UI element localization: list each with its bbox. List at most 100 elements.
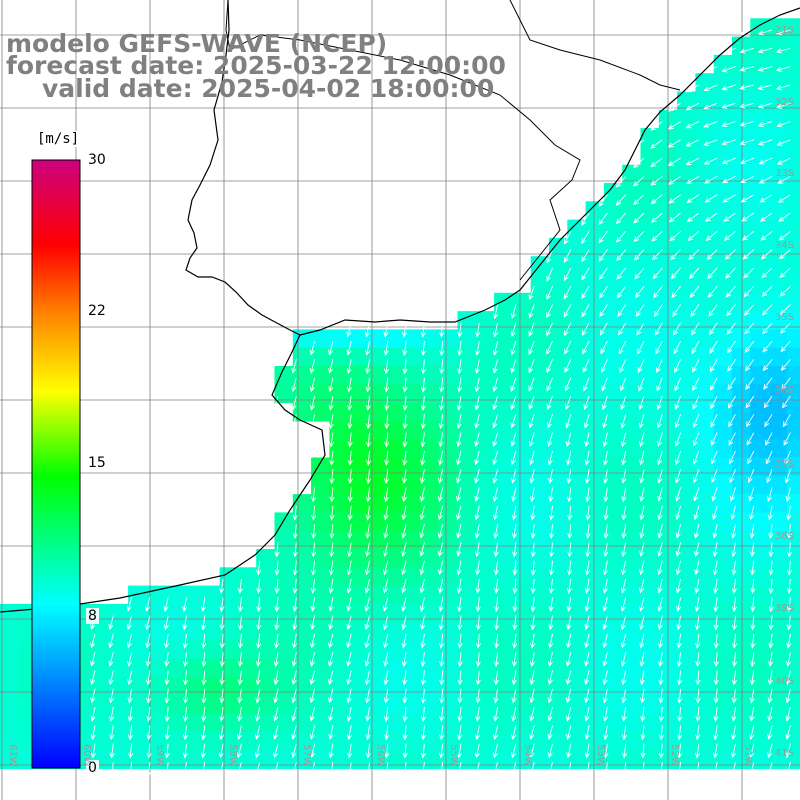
speed-cell [311, 585, 330, 605]
speed-cell [347, 512, 367, 532]
speed-cell [475, 622, 495, 642]
wind-arrow [564, 377, 572, 392]
speed-cell [384, 366, 404, 385]
speed-cell [530, 311, 550, 330]
wind-arrow [767, 761, 773, 777]
wind-arrow [384, 725, 390, 741]
wind-arrow [658, 743, 664, 759]
wind-arrow [602, 450, 609, 466]
wind-arrow [383, 542, 389, 557]
wind-arrow [676, 743, 683, 759]
wind-arrow [703, 84, 718, 92]
wind-arrow [529, 688, 535, 704]
wind-arrow [786, 633, 792, 649]
wind-arrow [669, 249, 681, 261]
wind-arrow [475, 597, 481, 613]
speed-cell [677, 91, 696, 111]
wind-arrow [768, 633, 774, 649]
speed-cell [567, 512, 587, 532]
wind-arrow [439, 688, 445, 704]
speed-cell [567, 695, 587, 715]
speed-cell [366, 658, 385, 678]
wind-arrow [658, 652, 664, 668]
speed-cell [292, 677, 312, 696]
wind-arrow [548, 542, 555, 558]
speed-cell [402, 640, 422, 660]
speed-cell [640, 402, 660, 422]
lon-label-52w: 52W [669, 744, 680, 767]
speed-cell [713, 311, 733, 330]
wind-arrow [633, 194, 645, 206]
speed-cell [475, 640, 495, 660]
wind-arrow [493, 524, 499, 539]
speed-cell [439, 420, 459, 440]
wind-arrow [511, 707, 517, 722]
wind-arrow [567, 505, 573, 521]
wind-arrow [585, 761, 591, 777]
wind-arrow [657, 633, 663, 649]
speed-cell [494, 622, 513, 642]
wind-arrow [598, 249, 608, 262]
wind-arrow [383, 487, 389, 503]
wind-arrow [347, 542, 353, 558]
speed-cell [567, 677, 587, 696]
speed-cell [366, 549, 385, 568]
wind-arrow [598, 267, 608, 281]
wind-arrow [786, 615, 792, 631]
wind-arrow [691, 322, 700, 336]
wind-arrow [584, 615, 590, 631]
wind-arrow [726, 322, 736, 335]
wind-arrow [475, 578, 481, 594]
wind-arrow [695, 725, 701, 741]
wind-arrow [741, 230, 755, 241]
wind-arrow [620, 597, 627, 612]
speed-cell [695, 274, 715, 294]
speed-cell [732, 219, 751, 239]
speed-cell [201, 622, 221, 642]
wind-arrow [383, 505, 389, 521]
wind-arrow [528, 322, 535, 337]
speed-cell [786, 585, 800, 605]
wind-arrow [439, 341, 445, 357]
speed-cell [713, 219, 733, 239]
wind-arrow [90, 743, 96, 759]
wind-arrow [721, 121, 736, 128]
wind-arrow [420, 633, 426, 649]
wind-arrow [615, 212, 627, 225]
wind-arrow [383, 524, 389, 539]
wind-arrow [475, 725, 481, 741]
speed-cell [640, 732, 660, 751]
wind-arrow [758, 157, 773, 165]
wind-arrow [621, 725, 627, 741]
wind-arrow [620, 578, 627, 594]
speed-cell [274, 384, 294, 404]
wind-arrow [675, 469, 682, 484]
wind-arrow [548, 597, 554, 613]
speed-cell [786, 457, 800, 477]
speed-cell [732, 677, 751, 696]
speed-cell [512, 750, 532, 770]
speed-cell [640, 366, 660, 385]
speed-cell [732, 549, 751, 568]
speed-cell [603, 274, 623, 294]
speed-cell [695, 732, 715, 751]
speed-cell [494, 347, 513, 367]
wind-arrow [164, 743, 170, 759]
wind-arrow [456, 578, 462, 594]
speed-cell [311, 347, 330, 367]
wind-arrow [744, 359, 755, 372]
speed-cell [786, 237, 800, 257]
wind-arrow [365, 414, 372, 430]
speed-cell [311, 475, 330, 495]
speed-cell [786, 36, 800, 56]
wind-arrow [547, 688, 553, 704]
wind-arrow [639, 469, 645, 484]
wind-arrow [126, 633, 133, 649]
speed-cell [274, 695, 294, 715]
lon-label-53w: 53W [595, 744, 606, 767]
speed-cell [695, 292, 715, 312]
wind-arrow [493, 725, 499, 741]
speed-cell [146, 658, 166, 678]
speed-cell [402, 420, 422, 440]
wind-arrow [675, 523, 682, 539]
